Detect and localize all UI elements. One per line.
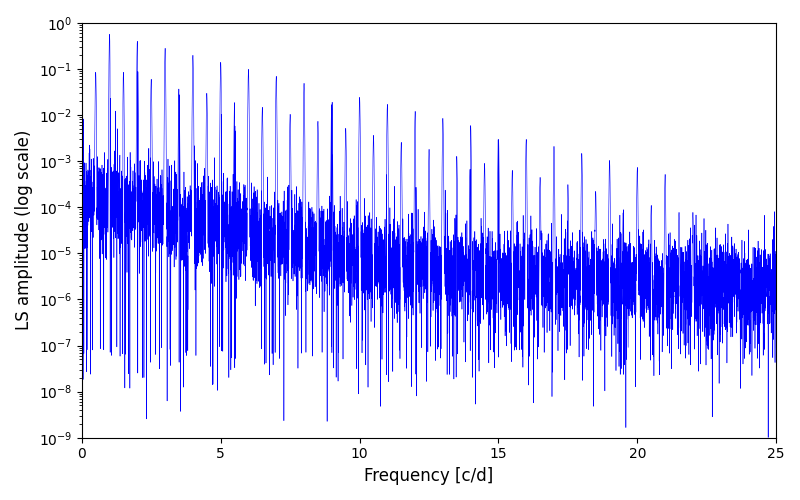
X-axis label: Frequency [c/d]: Frequency [c/d] <box>364 467 494 485</box>
Y-axis label: LS amplitude (log scale): LS amplitude (log scale) <box>15 130 33 330</box>
